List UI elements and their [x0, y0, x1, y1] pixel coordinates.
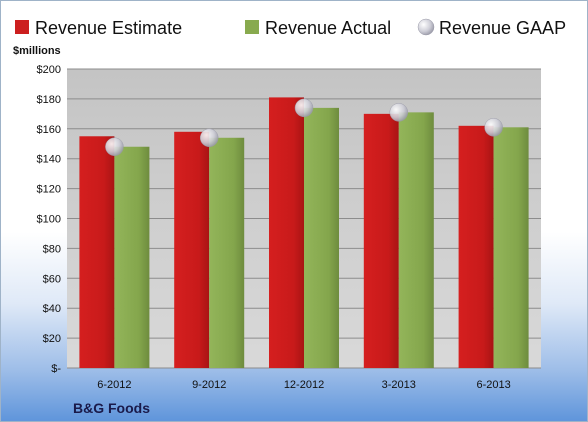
- y-tick-label: $140: [37, 154, 61, 166]
- bar-revenue-actual: [209, 137, 245, 368]
- x-tick-label: 9-2012: [192, 379, 226, 391]
- legend-swatch: [245, 20, 259, 34]
- x-tick-label: 6-2013: [476, 379, 510, 391]
- legend-swatch: [15, 20, 29, 34]
- y-tick-label: $120: [37, 184, 61, 196]
- marker-revenue-gaap: [105, 137, 124, 156]
- gaap-markers: [105, 98, 503, 156]
- bar-revenue-estimate: [79, 136, 115, 368]
- bar-series: [79, 97, 529, 369]
- bar-revenue-actual: [304, 107, 339, 369]
- bar-revenue-actual: [398, 112, 434, 368]
- marker-revenue-gaap: [484, 118, 503, 137]
- legend-label: Revenue Estimate: [35, 18, 182, 38]
- legend-swatch: [417, 18, 435, 36]
- legend-label: Revenue GAAP: [439, 18, 566, 38]
- y-tick-label: $160: [37, 124, 61, 136]
- bar-revenue-actual: [114, 146, 150, 368]
- y-tick-label: $100: [37, 214, 61, 226]
- y-axis-ticks: $- $20 $40 $60 $80 $100 $120 $140 $160 $180 $200: [37, 64, 62, 375]
- legend-label: Revenue Actual: [265, 18, 391, 38]
- bar-revenue-estimate: [269, 97, 304, 368]
- chart-legend: Revenue Estimate Revenue Actual Revenue GA…: [15, 18, 566, 38]
- y-tick-label: $-: [51, 363, 61, 375]
- x-tick-label: 6-2012: [97, 379, 131, 391]
- x-tick-label: 3-2013: [382, 379, 416, 391]
- marker-revenue-gaap: [199, 128, 219, 148]
- y-tick-label: $200: [37, 64, 61, 76]
- y-tick-label: $40: [43, 303, 61, 315]
- marker-revenue-gaap: [294, 98, 314, 118]
- bar-revenue-estimate: [458, 125, 494, 368]
- y-tick-label: $60: [43, 273, 61, 285]
- y-axis-unit-label: $millions: [13, 45, 61, 57]
- bar-revenue-estimate: [174, 131, 210, 368]
- marker-revenue-gaap: [389, 103, 409, 122]
- bar-revenue-actual: [493, 127, 529, 369]
- y-tick-label: $80: [43, 243, 61, 255]
- y-tick-label: $180: [37, 94, 61, 106]
- bar-revenue-estimate: [363, 113, 399, 368]
- y-tick-label: $20: [43, 333, 61, 345]
- company-name: B&G Foods: [73, 400, 150, 416]
- x-tick-label: 12-2012: [284, 379, 324, 391]
- x-axis-ticks: 6-2012 9-2012 12-2012 3-2013 6-2013: [97, 379, 510, 391]
